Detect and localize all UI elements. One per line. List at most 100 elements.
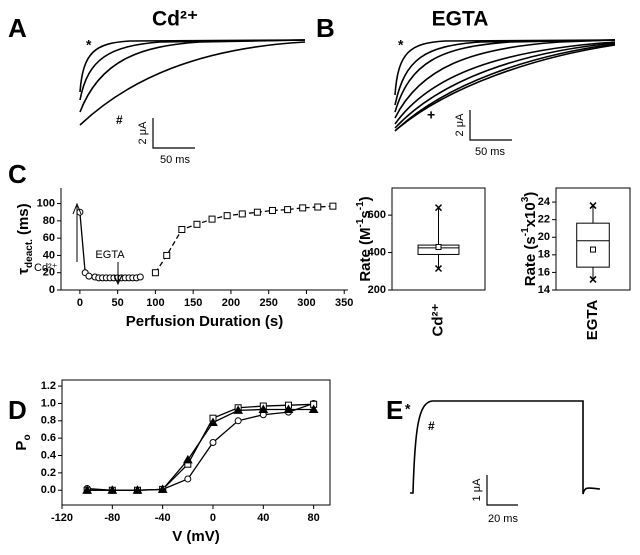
data-point	[234, 417, 242, 425]
extreme-marker	[434, 264, 443, 273]
data-point	[193, 220, 201, 228]
data-point	[208, 417, 218, 427]
panel-letter: D	[8, 395, 27, 425]
x-axis-label: V (mV)	[172, 528, 220, 545]
data-point	[308, 404, 319, 414]
trace-marker: *	[405, 401, 411, 417]
axes	[60, 188, 348, 291]
y-tick-label: 200	[368, 284, 386, 296]
annotation: EGTA	[95, 249, 125, 261]
x-tick-label: 100	[146, 297, 164, 309]
x-tick-label: 0	[77, 297, 83, 309]
data-point	[283, 404, 294, 414]
y-tick-label: 0	[49, 284, 55, 296]
y-axis-label-part: 3	[520, 196, 531, 202]
y-tick-label: 20	[538, 231, 550, 243]
annotation: Cd²⁺	[34, 262, 58, 274]
y-axis-label: τdeact. (ms)	[15, 203, 35, 274]
panel-letter: B	[316, 13, 335, 43]
y-tick-label: 1.2	[41, 380, 56, 392]
data-point	[253, 208, 261, 216]
x-tick-label: 40	[257, 512, 269, 524]
y-tick-label: 600	[368, 209, 386, 221]
x-tick-label: -120	[51, 512, 73, 524]
fit-line	[79, 212, 141, 279]
y-tick-label: 14	[538, 284, 551, 296]
y-axis-label-part: s	[357, 210, 374, 218]
plot-frame	[61, 379, 331, 506]
fit-line	[87, 408, 314, 491]
panel-letter: E	[386, 395, 403, 425]
y-axis-label-part: deact.	[24, 239, 35, 268]
scale-label: 20 ms	[488, 513, 518, 525]
data-point	[284, 206, 292, 214]
extreme-marker	[589, 202, 597, 210]
y-tick-label: 0.8	[41, 415, 56, 427]
panel-title: Cd²⁺	[152, 8, 198, 31]
data-point	[208, 215, 216, 223]
x-tick-label: 300	[297, 297, 315, 309]
x-tick-label: -80	[104, 512, 120, 524]
data-point	[182, 454, 193, 464]
data-point	[184, 475, 192, 483]
fit-line	[87, 403, 314, 491]
y-axis-label: Po	[13, 434, 33, 450]
box	[576, 222, 610, 268]
data-point	[329, 202, 337, 210]
scale-label: 2 μA	[454, 113, 466, 137]
y-tick-label: 100	[37, 197, 55, 209]
annotation-arrow	[72, 202, 82, 262]
scale-label: 50 ms	[475, 146, 505, 158]
data-point	[136, 273, 144, 281]
data-point	[238, 210, 246, 218]
x-tick-label: 350	[335, 297, 353, 309]
data-point	[151, 269, 159, 277]
fit-line	[87, 402, 314, 491]
y-axis-label-part: -1	[520, 227, 531, 236]
y-axis-label-part: Rate (s	[522, 236, 539, 286]
x-tick-label: 150	[184, 297, 202, 309]
trace-marker: *	[398, 37, 404, 53]
data-point	[268, 206, 276, 214]
traces	[79, 39, 306, 149]
x-tick-label: 50	[112, 297, 124, 309]
y-axis-label: Rate (M-1s-1)	[355, 196, 374, 281]
plot-frame	[555, 187, 631, 291]
y-axis-label-part: x10	[522, 202, 539, 227]
extreme-marker	[589, 275, 597, 283]
y-tick-label: 40	[43, 249, 55, 261]
scale-label: 50 ms	[160, 154, 190, 166]
y-axis-label-part: (ms)	[15, 203, 32, 235]
y-axis-label-part: P	[13, 441, 30, 451]
traces	[410, 400, 601, 506]
y-axis-label-part: )	[357, 196, 374, 201]
data-point	[209, 439, 217, 446]
x-tick-label: -40	[155, 512, 171, 524]
data-point	[132, 485, 143, 494]
x-tick-label: 200	[222, 297, 240, 309]
mean	[590, 246, 596, 253]
plot-frame	[391, 187, 486, 291]
data-point	[82, 485, 93, 494]
x-tick-label: 0	[210, 512, 216, 524]
x-tick-label: 250	[260, 297, 278, 309]
y-axis-label: Rate (s-1x103)	[520, 192, 539, 287]
data-point	[314, 203, 322, 211]
data-point	[299, 204, 307, 212]
data-point	[107, 485, 118, 494]
category-label: EGTA	[584, 300, 601, 341]
panel-letter: A	[8, 13, 27, 43]
trace-marker: +	[427, 107, 435, 123]
panel-title: EGTA	[432, 8, 489, 31]
data-point	[85, 272, 93, 280]
data-point	[163, 251, 171, 259]
y-tick-label: 16	[538, 266, 550, 278]
data-point	[178, 225, 186, 233]
y-axis-label-part: -1	[355, 218, 366, 227]
y-tick-label: 60	[43, 232, 55, 244]
extreme-marker	[434, 204, 443, 212]
data-point	[223, 212, 231, 220]
panel-letter: C	[8, 159, 27, 189]
y-axis-label-part: Rate (M	[357, 227, 374, 281]
